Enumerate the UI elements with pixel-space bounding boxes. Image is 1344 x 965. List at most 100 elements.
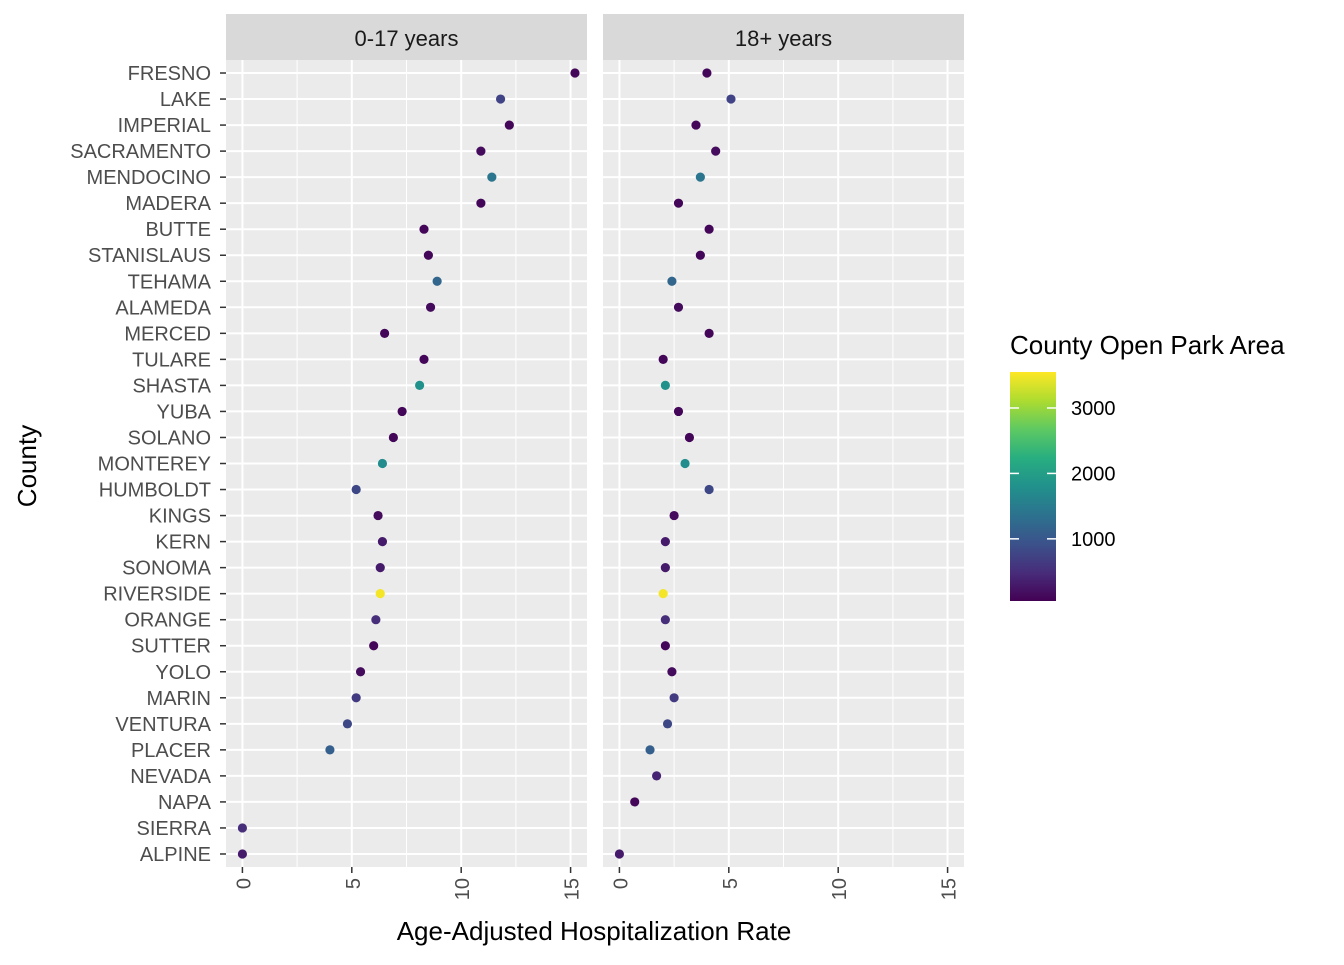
x-axis-title: Age-Adjusted Hospitalization Rate: [397, 916, 792, 946]
data-point: [673, 198, 684, 208]
data-point: [397, 406, 407, 417]
y-tick-label: SOLANO: [128, 427, 211, 449]
data-point: [423, 250, 433, 260]
y-tick-label: PLACER: [131, 740, 211, 762]
data-point: [726, 94, 736, 104]
data-point: [371, 615, 381, 625]
y-tick-label: BUTTE: [145, 219, 211, 241]
y-tick-label: YUBA: [157, 401, 212, 423]
data-point: [702, 68, 712, 78]
data-point: [432, 276, 442, 286]
legend-title: County Open Park Area: [1010, 330, 1285, 360]
data-point: [673, 302, 684, 312]
data-point: [377, 536, 388, 547]
y-tick-label: MERCED: [124, 323, 211, 345]
data-point: [630, 797, 640, 807]
data-point: [375, 563, 385, 573]
y-tick-label: MENDOCINO: [87, 167, 211, 189]
data-point: [660, 641, 670, 651]
x-tick-label: 0: [610, 878, 632, 889]
data-point: [673, 406, 684, 417]
y-tick-label: NEVADA: [130, 766, 211, 788]
data-point: [237, 823, 248, 833]
y-tick-label: IMPERIAL: [118, 115, 211, 137]
data-point: [373, 510, 383, 521]
data-point: [375, 589, 385, 599]
facet-panel: 18+ years: [603, 14, 964, 867]
data-point: [504, 120, 514, 130]
data-point: [680, 458, 690, 469]
x-tick-label: 10: [452, 878, 474, 900]
data-point: [658, 354, 668, 364]
y-axis: FRESNO LAKE IMPERIAL SACRAMENTO MENDOCINO MAD…: [70, 63, 226, 866]
y-axis-title: County: [12, 425, 42, 507]
data-point: [684, 432, 695, 443]
y-tick-label: VENTURA: [115, 714, 211, 736]
data-point: [669, 510, 679, 521]
y-tick-label: ALAMEDA: [115, 297, 211, 319]
data-point: [660, 380, 670, 391]
data-point: [388, 432, 398, 443]
y-tick-label: HUMBOLDT: [99, 480, 211, 502]
y-tick-label: ALPINE: [140, 844, 211, 866]
y-tick-label: NAPA: [158, 792, 212, 814]
x-tick-label: 15: [562, 878, 584, 900]
y-tick-label: SACRAMENTO: [70, 141, 211, 163]
x-tick-label: 15: [939, 878, 961, 900]
data-point: [704, 224, 714, 234]
data-point: [660, 563, 670, 573]
y-tick-label: KINGS: [149, 506, 211, 528]
facet-strip: [226, 14, 587, 60]
y-tick-label: MADERA: [125, 193, 211, 215]
panels-layer: 0-17 years 18+ years: [226, 14, 964, 867]
facet-panel: 0-17 years: [226, 14, 587, 867]
x-tick-label: 5: [720, 878, 742, 889]
y-tick-label: TEHAMA: [128, 271, 212, 293]
y-tick-label: LAKE: [160, 89, 211, 111]
color-legend: County Open Park Area 1000 2000 3000: [1010, 330, 1285, 601]
facet-strip: [603, 14, 964, 60]
data-point: [237, 849, 248, 859]
y-tick-label: YOLO: [155, 662, 211, 684]
data-point: [487, 172, 497, 182]
data-point: [667, 276, 677, 286]
data-point: [377, 458, 388, 469]
data-point: [614, 849, 625, 859]
data-point: [355, 667, 366, 677]
data-point: [658, 589, 668, 599]
x-axis: 0 5 10 15 0 5 10 15: [233, 867, 961, 900]
data-point: [419, 224, 429, 234]
data-point: [695, 172, 705, 182]
data-point: [695, 250, 705, 260]
data-point: [711, 146, 721, 156]
y-tick-label: SONOMA: [122, 558, 212, 580]
data-point: [660, 536, 670, 547]
data-point: [691, 120, 701, 130]
y-tick-label: TULARE: [132, 349, 211, 371]
y-tick-label: MONTEREY: [98, 454, 211, 476]
y-tick-label: RIVERSIDE: [103, 584, 211, 606]
facet-strip-label: 0-17 years: [355, 26, 459, 51]
y-tick-label: KERN: [155, 532, 211, 554]
data-point: [660, 615, 670, 625]
y-tick-label: SHASTA: [132, 375, 211, 397]
data-point: [419, 354, 429, 364]
x-tick-label: 0: [233, 878, 255, 889]
data-point: [369, 641, 379, 651]
data-point: [476, 146, 486, 156]
data-point: [645, 745, 655, 755]
data-point: [495, 94, 506, 104]
data-point: [667, 667, 677, 677]
data-point: [652, 771, 662, 781]
data-point: [669, 693, 679, 703]
data-point: [380, 328, 390, 338]
data-point: [704, 328, 714, 338]
data-point: [325, 745, 335, 755]
data-point: [425, 302, 436, 312]
data-point: [476, 198, 486, 208]
data-point: [570, 68, 580, 78]
facet-strip-label: 18+ years: [735, 26, 832, 51]
data-point: [351, 693, 361, 703]
